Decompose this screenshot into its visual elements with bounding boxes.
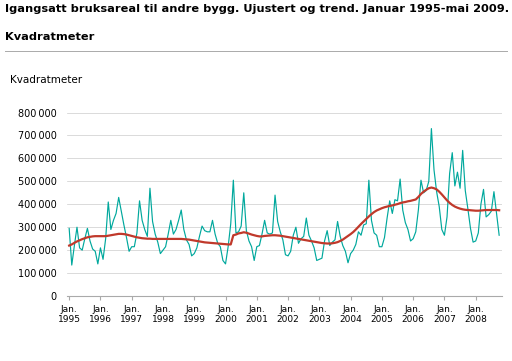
Bruksareal andre bygg, ujustert — [66, 226, 72, 231]
Bruksareal andre bygg, trend — [76, 238, 82, 243]
Bruksareal andre bygg, trend — [340, 238, 346, 242]
Bruksareal andre bygg, trend — [496, 208, 502, 212]
Bruksareal andre bygg, trend — [429, 186, 435, 190]
Bruksareal andre bygg, ujustert — [475, 231, 481, 235]
Bruksareal andre bygg, ujustert — [429, 126, 435, 131]
Bruksareal andre bygg, ujustert — [355, 230, 361, 234]
Bruksareal andre bygg, trend — [491, 208, 497, 212]
Text: Igangsatt bruksareal til andre bygg. Ujustert og trend. Januar 1995-mai 2009.: Igangsatt bruksareal til andre bygg. Uju… — [5, 4, 509, 14]
Bruksareal andre bygg, ujustert — [69, 263, 75, 267]
Line: Bruksareal andre bygg, ujustert: Bruksareal andre bygg, ujustert — [69, 129, 499, 265]
Text: Kvadratmeter: Kvadratmeter — [5, 32, 95, 43]
Bruksareal andre bygg, ujustert — [494, 211, 500, 216]
Bruksareal andre bygg, ujustert — [343, 249, 349, 253]
Bruksareal andre bygg, ujustert — [496, 233, 502, 238]
Line: Bruksareal andre bygg, trend: Bruksareal andre bygg, trend — [69, 188, 499, 245]
Bruksareal andre bygg, ujustert — [188, 254, 195, 258]
Text: Kvadratmeter: Kvadratmeter — [10, 75, 82, 86]
Bruksareal andre bygg, trend — [186, 238, 192, 242]
Bruksareal andre bygg, trend — [353, 227, 359, 232]
Bruksareal andre bygg, trend — [66, 243, 72, 248]
Bruksareal andre bygg, trend — [473, 209, 479, 213]
Bruksareal andre bygg, ujustert — [79, 248, 86, 252]
